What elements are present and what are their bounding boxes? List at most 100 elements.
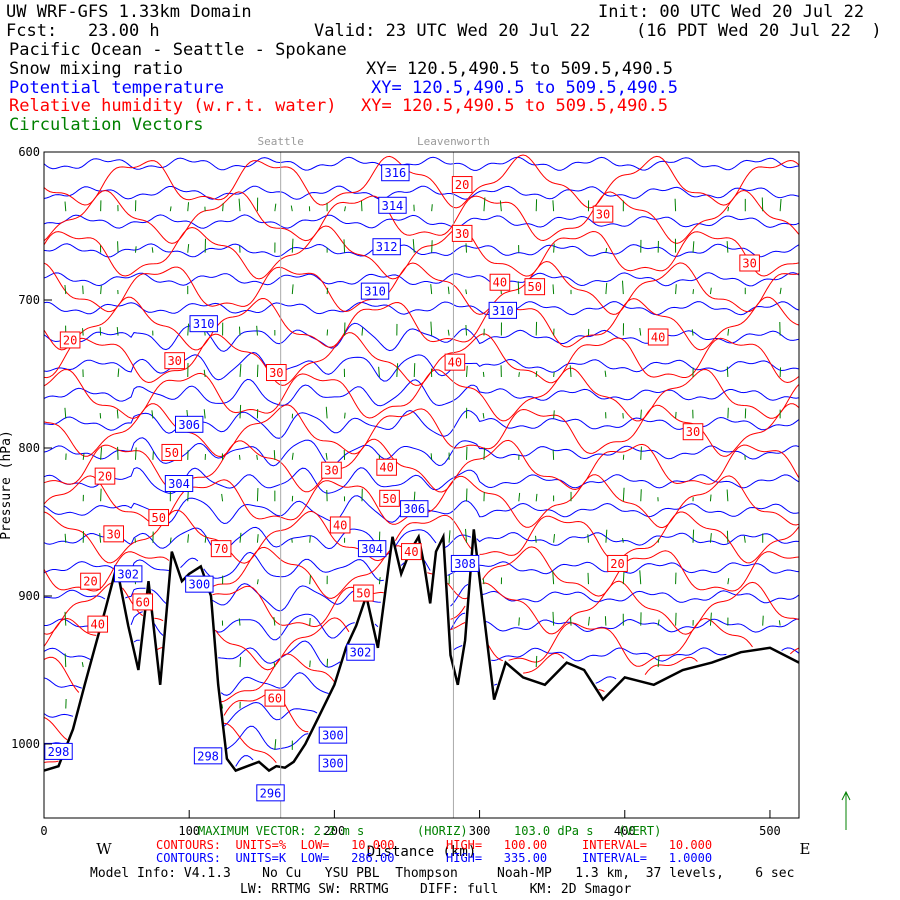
vector-arrow [239, 532, 242, 543]
vector-arrow [82, 328, 84, 336]
vector-arrow [116, 409, 119, 419]
vector-arrow [203, 409, 206, 419]
location-marker-label: Leavenworth [417, 135, 490, 148]
vector-arrow [99, 533, 102, 543]
contour-label-box [132, 593, 154, 611]
vector-arrow [413, 363, 416, 377]
vector-arrow [221, 493, 224, 502]
theta-line [43, 214, 800, 229]
rh-contour-info: CONTOURS: UNITS=% LOW= 10.000 [156, 838, 395, 852]
rh-line [43, 509, 800, 564]
vector-arrow [239, 364, 242, 377]
contour-label-box [103, 525, 124, 543]
vector-arrow [622, 537, 624, 543]
model-title: UW WRF-GFS 1.33km Domain [6, 2, 252, 22]
vector-arrow [639, 327, 642, 336]
vector-arrow [413, 491, 416, 502]
x-axis-label: Distance (km) [367, 844, 477, 860]
vector-arrow [447, 329, 450, 336]
contour-label-text: 40 [90, 618, 104, 632]
vector-arrow [447, 286, 450, 295]
east-label: E [800, 840, 811, 858]
vector-arrow [553, 371, 555, 378]
contour-label: 314 [378, 196, 407, 214]
theta-line [43, 322, 800, 352]
x-tick-label: 0 [40, 824, 47, 838]
vector-arrow [412, 239, 415, 253]
vector-arrow [64, 201, 67, 212]
contour-label-box [444, 353, 466, 371]
field-theta-label: Potential temperature [9, 78, 224, 98]
plot-frame [43, 151, 800, 819]
contour-label: 300 [185, 575, 214, 593]
field-rh-xy: XY= 120.5,490.5 to 509.5,490.5 [361, 96, 669, 116]
region-label: Pacific Ocean - Seattle - Spokane [9, 40, 347, 60]
contour-label-text: 20 [610, 557, 624, 571]
vector-arrow [483, 447, 486, 460]
vector-arrow [325, 406, 328, 419]
vector-arrow [553, 243, 555, 253]
contour-label-text: 306 [178, 418, 200, 432]
contour-label-box [489, 273, 511, 291]
vector-arrow [604, 616, 607, 626]
vector-arrow [692, 241, 695, 253]
vector-arrow [151, 247, 154, 253]
vector-arrow [482, 578, 485, 585]
contour-label-box [488, 301, 518, 319]
vector-arrow [274, 739, 277, 750]
contour-label: 300 [318, 754, 348, 772]
vector-arrow [273, 616, 276, 626]
vector-arrow [552, 611, 555, 626]
vector-arrow [256, 534, 259, 543]
contour-label-text: 30 [324, 464, 338, 478]
contour-label-text: 30 [742, 257, 756, 271]
y-tick-label: 700 [18, 293, 40, 307]
vector-arrow [117, 368, 120, 378]
vector-arrow [604, 370, 607, 378]
vector-arrow [64, 407, 67, 419]
contour-label-text: 298 [48, 745, 70, 759]
vector-arrow [238, 198, 241, 212]
field-snow-label: Snow mixing ratio [9, 59, 183, 79]
vector-arrow [552, 570, 555, 585]
contour-label-box [87, 615, 109, 633]
vector-arrow [344, 206, 346, 212]
rh-line [43, 367, 800, 422]
vector-arrow [134, 447, 137, 460]
contour-label-text: 30 [686, 425, 700, 439]
contour-label: 296 [256, 784, 285, 802]
rh-line [43, 296, 800, 351]
vector-arrow [273, 450, 276, 460]
contour-label-text: 60 [136, 595, 150, 609]
contour-label-text: 298 [197, 749, 219, 763]
vector-arrow [709, 494, 712, 502]
contour-label: 302 [114, 565, 143, 583]
contour-label: 40 [647, 328, 669, 346]
contour-label-text: 296 [260, 786, 282, 800]
model-info: Model Info: V4.1.3 No Cu YSU PBL Thompso… [90, 866, 795, 881]
vector-arrow [291, 284, 294, 295]
contour-label: 306 [400, 500, 429, 518]
contour-label: 312 [372, 238, 401, 256]
vector-arrow [309, 535, 311, 543]
vector-arrow [657, 619, 660, 626]
contour-label-box [381, 164, 410, 182]
contour-label: 60 [132, 593, 154, 611]
vector-arrow [431, 204, 433, 212]
vector-arrow [726, 489, 729, 502]
contour-label-box [346, 643, 375, 661]
vector-arrow [465, 243, 468, 253]
vector-arrow [778, 620, 781, 626]
contour-label-text: 300 [322, 757, 344, 771]
contour-label-text: 30 [455, 227, 469, 241]
contour-label: 40 [444, 353, 466, 371]
contour-label: 298 [44, 742, 73, 760]
vector-arrow [465, 324, 468, 336]
rh-line [43, 154, 800, 209]
contour-label-text: 304 [168, 477, 190, 491]
contour-label-text: 70 [214, 542, 228, 556]
contour-label-text: 308 [454, 557, 476, 571]
vector-arrow [187, 534, 190, 543]
vector-arrow [238, 454, 241, 460]
contour-label-text: 40 [651, 331, 665, 345]
